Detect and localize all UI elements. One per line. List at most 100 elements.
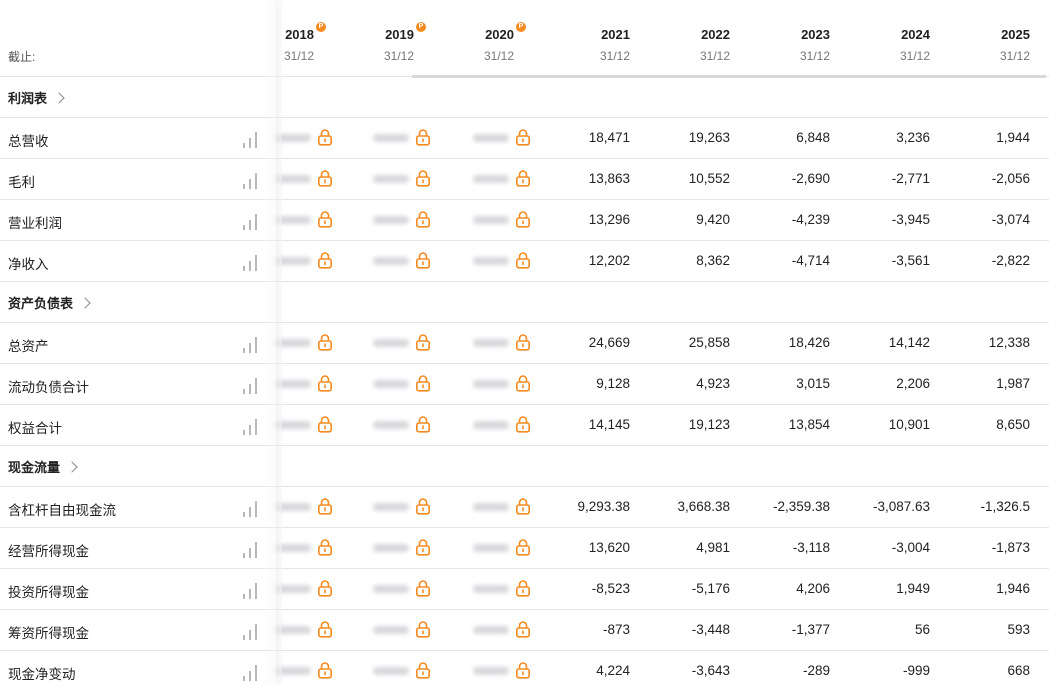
section-title[interactable]: 现金流量 [8, 457, 78, 476]
lock-icon [317, 661, 333, 679]
column-header-3[interactable]: 2021 31/12 [530, 26, 630, 64]
bar-chart-icon[interactable] [242, 665, 260, 681]
locked-value[interactable] [473, 497, 543, 517]
column-header-6[interactable]: 2024 31/12 [830, 26, 930, 64]
value-cell: -2,822 [991, 253, 1030, 268]
column-header-5[interactable]: 2023 31/12 [730, 26, 830, 64]
locked-value[interactable] [275, 128, 345, 148]
locked-value[interactable] [275, 620, 345, 640]
bar-chart-icon[interactable] [242, 378, 260, 394]
locked-value[interactable] [473, 374, 543, 394]
locked-value[interactable] [373, 128, 443, 148]
column-date: 31/12 [699, 49, 730, 63]
locked-value[interactable] [473, 251, 543, 271]
horizontal-scrollbar[interactable] [412, 75, 1046, 78]
section-header[interactable]: 现金流量 [0, 446, 1049, 487]
lock-icon [515, 210, 531, 228]
bar-chart-icon[interactable] [242, 173, 260, 189]
locked-value[interactable] [373, 661, 443, 681]
value-cell: 14,142 [888, 335, 930, 350]
section-header[interactable]: 利润表 [0, 77, 1049, 118]
locked-value[interactable] [373, 620, 443, 640]
section-header[interactable]: 资产负债表 [0, 282, 1049, 323]
locked-value[interactable] [275, 169, 345, 189]
value-cell: -3,004 [891, 540, 930, 555]
value-cell: 4,206 [796, 581, 830, 596]
column-header-0[interactable]: 2018 P 31/12 [214, 22, 326, 64]
value-cell: 9,128 [596, 376, 630, 391]
locked-value[interactable] [275, 210, 345, 230]
value-cell: 1,987 [996, 376, 1030, 391]
blurred-value [275, 503, 311, 511]
value-cell: -3,448 [691, 622, 730, 637]
value-cell: -2,771 [891, 171, 930, 186]
bar-chart-icon[interactable] [242, 132, 260, 148]
value-cell: 1,949 [896, 581, 930, 596]
value-cell: -5,176 [691, 581, 730, 596]
bar-chart-icon[interactable] [242, 542, 260, 558]
locked-value[interactable] [275, 579, 345, 599]
value-cell: -3,074 [991, 212, 1030, 227]
section-title[interactable]: 利润表 [8, 88, 65, 107]
row-label: 现金净变动 [8, 667, 76, 682]
locked-value[interactable] [473, 333, 543, 353]
column-header-1[interactable]: 2019 P 31/12 [314, 22, 426, 64]
locked-value[interactable] [473, 210, 543, 230]
locked-value[interactable] [373, 374, 443, 394]
locked-value[interactable] [473, 579, 543, 599]
locked-value[interactable] [275, 251, 345, 271]
locked-value[interactable] [473, 415, 543, 435]
locked-value[interactable] [275, 333, 345, 353]
bar-chart-icon[interactable] [242, 337, 260, 353]
column-year: 2020 P [485, 22, 526, 44]
locked-value[interactable] [373, 538, 443, 558]
locked-value[interactable] [373, 579, 443, 599]
locked-value[interactable] [373, 169, 443, 189]
locked-value[interactable] [275, 374, 345, 394]
value-cell: 8,650 [996, 417, 1030, 432]
bar-chart-icon[interactable] [242, 624, 260, 640]
blurred-value [275, 175, 311, 183]
lock-icon [415, 415, 431, 433]
locked-value[interactable] [373, 251, 443, 271]
locked-value[interactable] [473, 169, 543, 189]
column-year: 2024 [901, 27, 930, 42]
blurred-value [373, 216, 409, 224]
blurred-value [473, 216, 509, 224]
bar-chart-icon[interactable] [242, 501, 260, 517]
table-row: 总资产 24,669 25,858 18,426 14,142 12,338 [0, 323, 1049, 364]
value-cell: 8,362 [696, 253, 730, 268]
locked-value[interactable] [473, 661, 543, 681]
bar-chart-icon[interactable] [242, 419, 260, 435]
column-header-2[interactable]: 2020 P 31/12 [414, 22, 526, 64]
locked-value[interactable] [473, 128, 543, 148]
bar-chart-icon[interactable] [242, 214, 260, 230]
locked-value[interactable] [275, 415, 345, 435]
lock-icon [317, 620, 333, 638]
locked-value[interactable] [275, 538, 345, 558]
locked-value[interactable] [373, 497, 443, 517]
value-cell: 12,338 [988, 335, 1030, 350]
value-cell: 593 [1007, 622, 1030, 637]
blurred-value [473, 134, 509, 142]
locked-value[interactable] [473, 620, 543, 640]
value-cell: 4,923 [696, 376, 730, 391]
blurred-value [275, 134, 311, 142]
bar-chart-icon[interactable] [242, 583, 260, 599]
locked-value[interactable] [473, 538, 543, 558]
blurred-value [275, 585, 311, 593]
locked-value[interactable] [275, 497, 345, 517]
locked-value[interactable] [275, 661, 345, 681]
table-header: 截止: 2018 P 31/12 2019 P 31/12 2020 P 31/12 2021 31/… [0, 0, 1049, 78]
locked-value[interactable] [373, 333, 443, 353]
column-date: 31/12 [383, 49, 414, 63]
column-header-7[interactable]: 2025 31/12 [930, 26, 1030, 64]
locked-value[interactable] [373, 210, 443, 230]
blurred-value [275, 667, 311, 675]
blurred-value [373, 380, 409, 388]
section-title[interactable]: 资产负债表 [8, 293, 91, 312]
table-row: 含杠杆自由现金流 9,293.38 3,668.38 -2,359.38 -3,087.… [0, 487, 1049, 528]
locked-value[interactable] [373, 415, 443, 435]
bar-chart-icon[interactable] [242, 255, 260, 271]
column-header-4[interactable]: 2022 31/12 [630, 26, 730, 64]
